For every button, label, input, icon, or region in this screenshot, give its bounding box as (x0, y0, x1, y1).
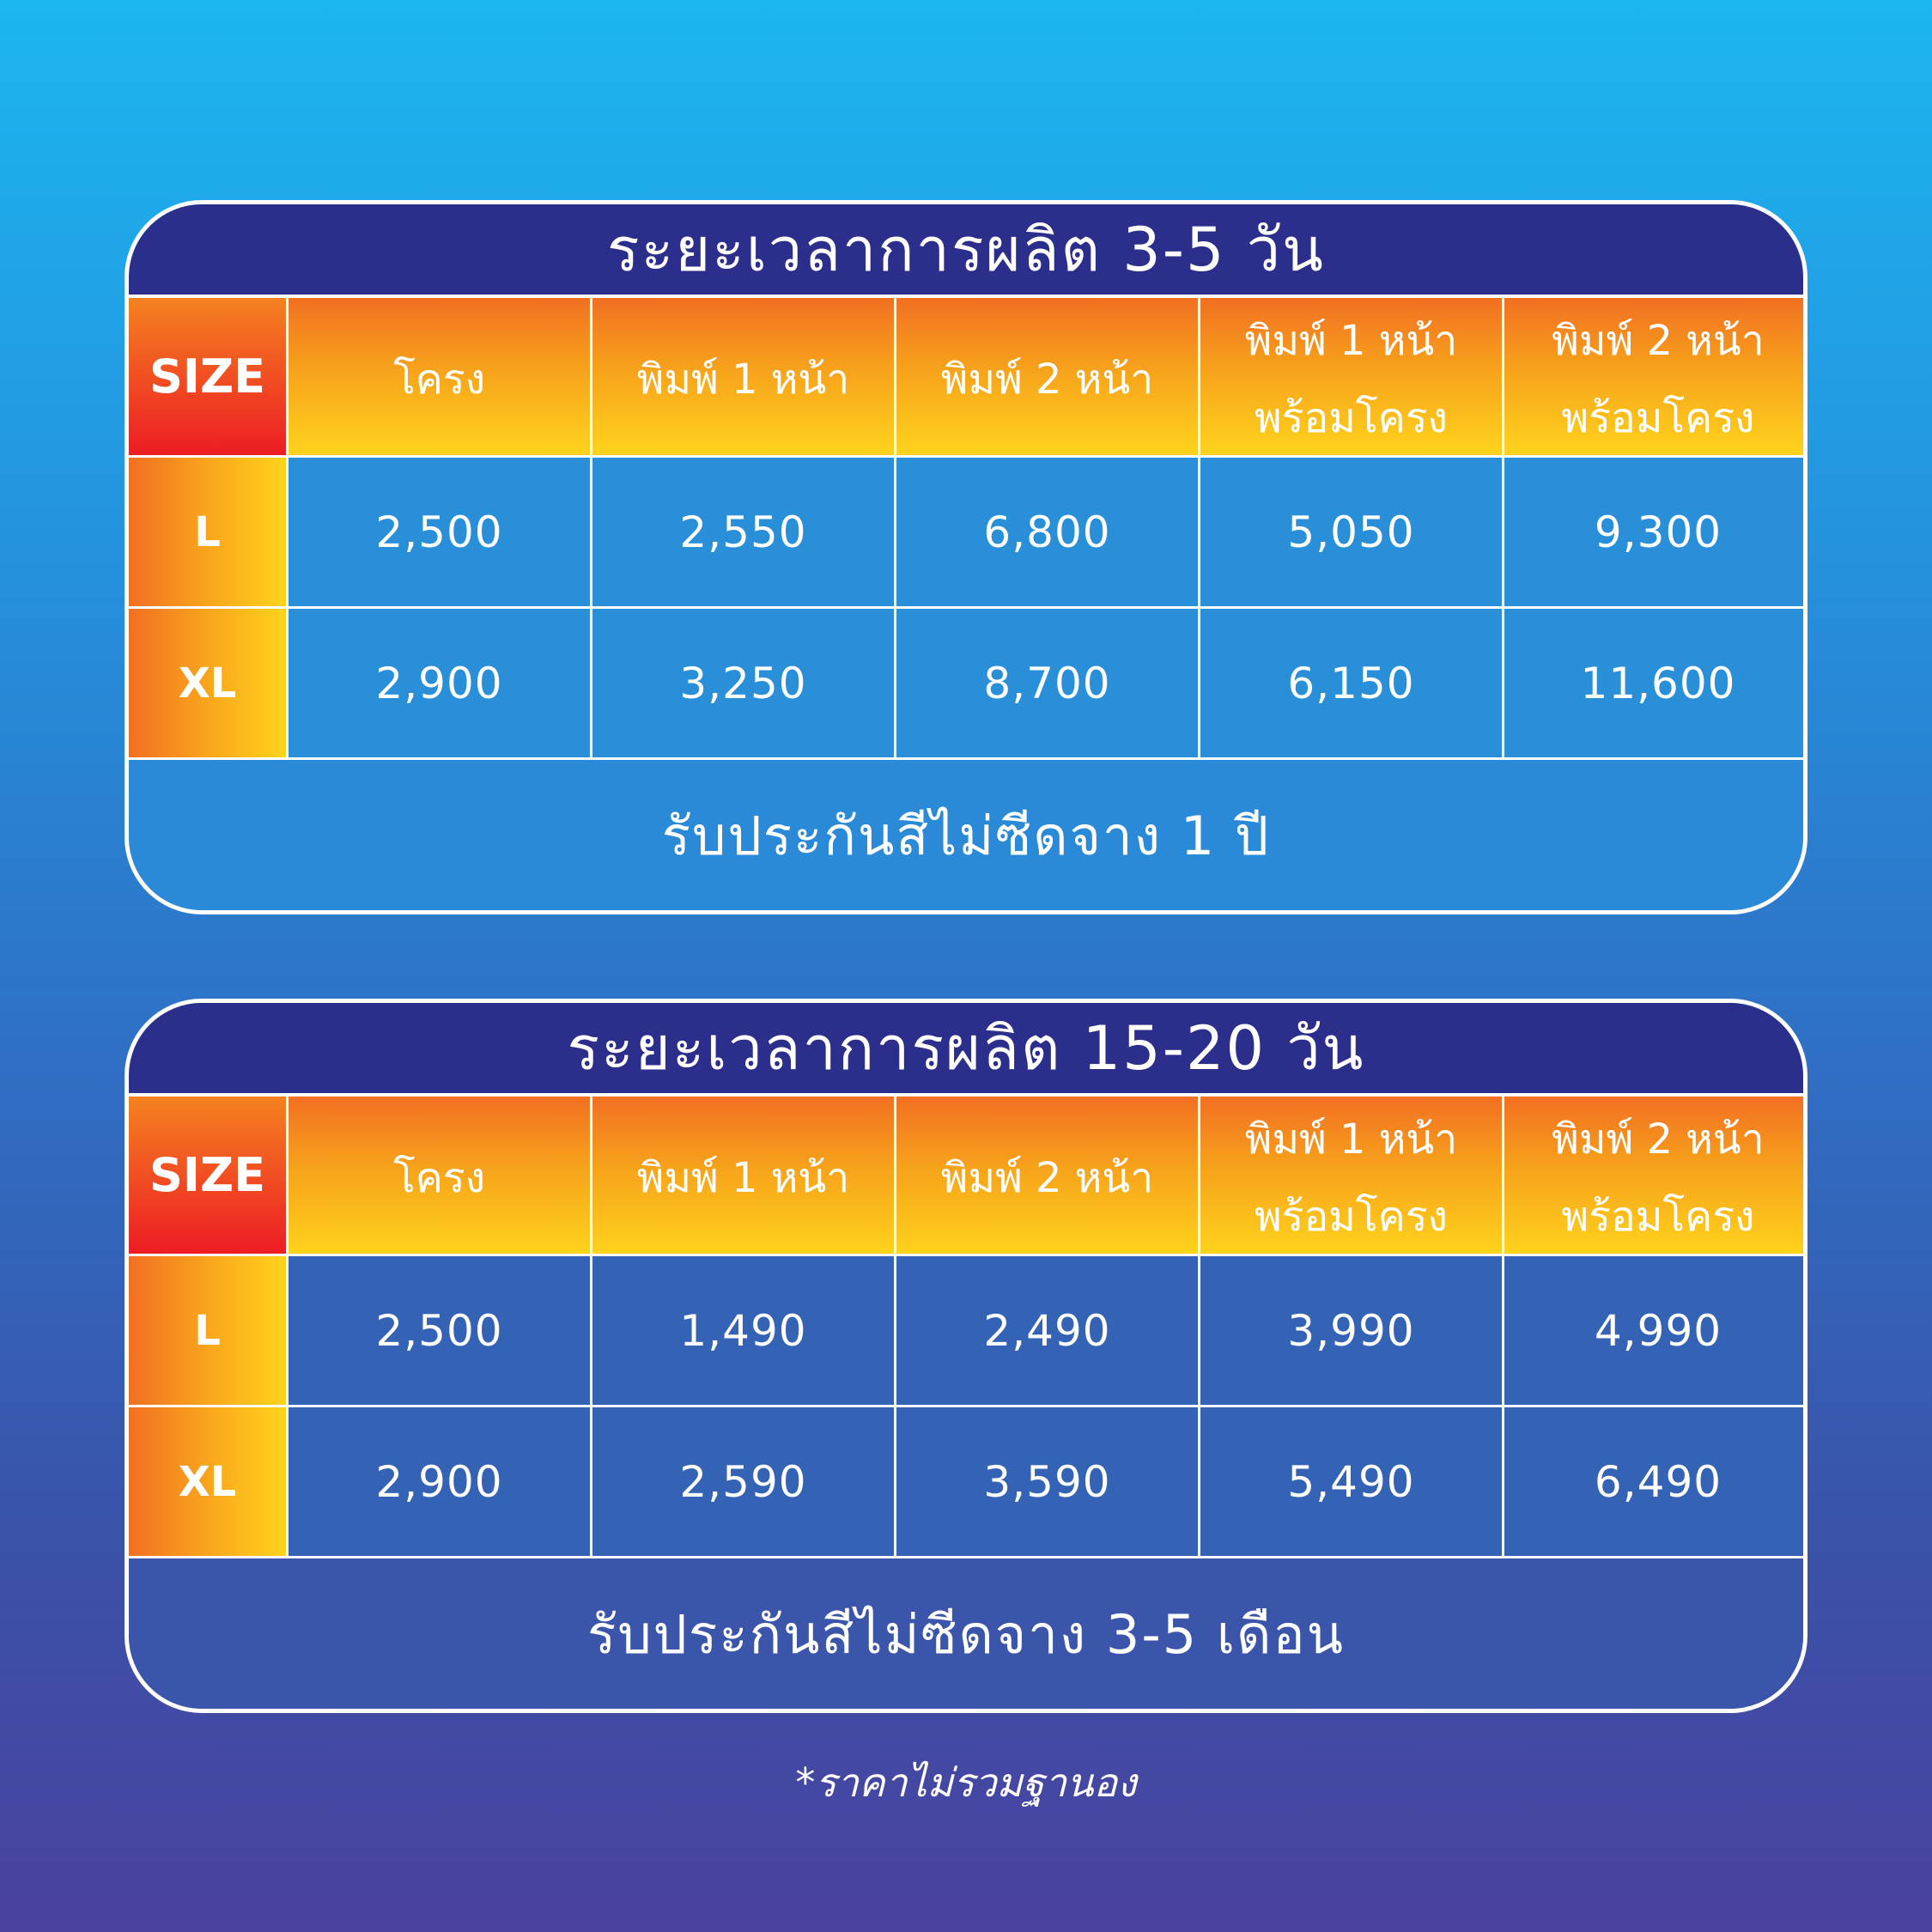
price-cell: 2,900 (289, 1407, 592, 1558)
price-cell: 3,590 (896, 1407, 1200, 1558)
size-header: SIZE (129, 298, 289, 458)
price-cell: 2,900 (289, 609, 592, 760)
print-one-side-with-frame-header: พิมพ์ 1 หน้าพร้อมโครง (1200, 298, 1504, 458)
size-label: L (129, 1256, 289, 1407)
header-line: พิมพ์ 1 หน้า (1244, 1115, 1458, 1163)
print-two-sides-header: พิมพ์ 2 หน้า (896, 1097, 1200, 1256)
price-cell: 8,700 (896, 609, 1200, 760)
price-cell: 5,490 (1200, 1407, 1504, 1558)
price-cell: 11,600 (1504, 609, 1803, 760)
warranty-footer: รับประกันสีไม่ซีดจาง 3-5 เดือน (129, 1558, 1803, 1709)
price-cell: 2,500 (289, 1256, 592, 1407)
header-line: พิมพ์ 2 หน้า (1552, 316, 1765, 365)
price-note: *ราคาไม่รวมฐานอง (795, 1759, 1137, 1806)
price-cell: 2,550 (592, 458, 896, 609)
frame-header: โครง (289, 298, 592, 458)
price-table-card-1: ระยะเวลาการผลิต 3-5 วัน SIZE โครง พิมพ์ … (125, 200, 1807, 914)
price-cell: 3,990 (1200, 1256, 1504, 1407)
header-line: พิมพ์ 1 หน้า (1244, 316, 1458, 365)
price-cell: 1,490 (592, 1256, 896, 1407)
header-line: พร้อมโครง (1561, 1192, 1755, 1241)
print-two-sides-with-frame-header: พิมพ์ 2 หน้าพร้อมโครง (1504, 298, 1803, 458)
header-line: พร้อมโครง (1254, 1192, 1448, 1241)
price-grid: SIZE โครง พิมพ์ 1 หน้า พิมพ์ 2 หน้า พิมพ… (129, 298, 1803, 760)
price-grid: SIZE โครง พิมพ์ 1 หน้า พิมพ์ 2 หน้า พิมพ… (129, 1097, 1803, 1558)
price-cell: 4,990 (1504, 1256, 1803, 1407)
size-header: SIZE (129, 1097, 289, 1256)
size-label: L (129, 458, 289, 609)
price-cell: 6,800 (896, 458, 1200, 609)
header-line: พร้อมโครง (1254, 393, 1448, 442)
price-cell: 2,590 (592, 1407, 896, 1558)
print-two-sides-header: พิมพ์ 2 หน้า (896, 298, 1200, 458)
size-label: XL (129, 1407, 289, 1558)
price-cell: 3,250 (592, 609, 896, 760)
price-cell: 5,050 (1200, 458, 1504, 609)
frame-header: โครง (289, 1097, 592, 1256)
print-one-side-with-frame-header: พิมพ์ 1 หน้าพร้อมโครง (1200, 1097, 1504, 1256)
price-cell: 6,490 (1504, 1407, 1803, 1558)
table-title: ระยะเวลาการผลิต 3-5 วัน (129, 204, 1803, 298)
price-table-card-2: ระยะเวลาการผลิต 15-20 วัน SIZE โครง พิมพ… (125, 999, 1807, 1713)
print-two-sides-with-frame-header: พิมพ์ 2 หน้าพร้อมโครง (1504, 1097, 1803, 1256)
size-label: XL (129, 609, 289, 760)
print-one-side-header: พิมพ์ 1 หน้า (592, 298, 896, 458)
price-cell: 9,300 (1504, 458, 1803, 609)
price-cell: 2,500 (289, 458, 592, 609)
price-cell: 2,490 (896, 1256, 1200, 1407)
table-title: ระยะเวลาการผลิต 15-20 วัน (129, 1003, 1803, 1097)
print-one-side-header: พิมพ์ 1 หน้า (592, 1097, 896, 1256)
header-line: พร้อมโครง (1561, 393, 1755, 442)
price-cell: 6,150 (1200, 609, 1504, 760)
header-line: พิมพ์ 2 หน้า (1552, 1115, 1765, 1163)
warranty-footer: รับประกันสีไม่ซีดจาง 1 ปี (129, 760, 1803, 910)
